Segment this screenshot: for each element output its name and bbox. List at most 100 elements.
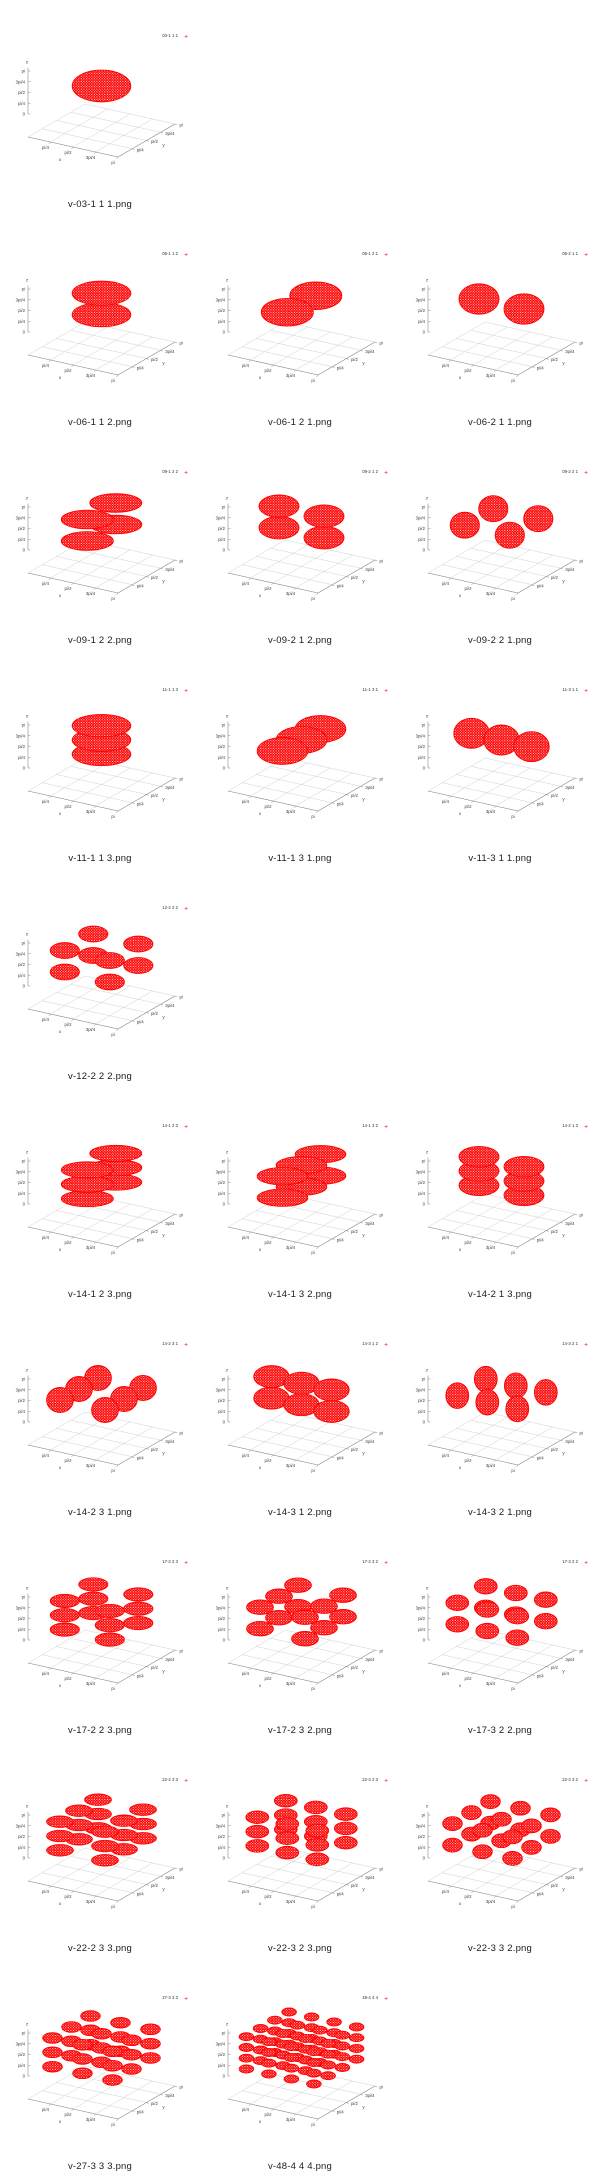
z-tick-label: 0 (23, 984, 26, 989)
z-axis-label: z (426, 496, 429, 501)
ellipsoid-cluster (442, 1816, 463, 1831)
legend-label: 14-1 2 3 (162, 1123, 178, 1128)
ellipsoid-cluster (65, 1804, 93, 1817)
axis-name-labels: x y z (426, 1586, 566, 1688)
x-axis-label: x (59, 1247, 62, 1252)
y-tick-label: pi/2 (351, 1883, 359, 1888)
data-points (71, 69, 132, 103)
legend-label: 06-2 1 1 (562, 251, 578, 256)
x-tick-label: pi (311, 1904, 314, 1909)
ellipsoid-cluster (123, 957, 154, 974)
x-tick-label: 3pi/4 (286, 1681, 296, 1686)
ellipsoid-cluster (283, 2042, 300, 2052)
ellipsoid-cluster (306, 2068, 322, 2078)
ellipsoid-cluster (505, 1629, 530, 1646)
z-tick-label: pi (222, 287, 225, 292)
ellipsoid-cluster (94, 1632, 125, 1647)
x-tick-label: pi/2 (465, 804, 473, 809)
ellipsoid-cluster (480, 1794, 501, 1809)
y-tick-label: pi/2 (151, 1011, 159, 1016)
ellipsoid-cluster (478, 495, 509, 523)
legend-label: 03-1 1 1 (162, 33, 178, 38)
y-tick-label: 3pi/4 (565, 567, 575, 572)
floor-grid (427, 1193, 576, 1248)
y-axis-label: y (162, 1233, 165, 1238)
tick-labels: 0 pi/4 pi/2 3pi/4 pi pi/4 pi/2 3pi/4 pi pi/4 pi/2 3… (416, 505, 583, 601)
ellipsoid-cluster (91, 1854, 119, 1867)
ellipsoid-cluster (60, 509, 114, 530)
y-tick-label: pi/4 (137, 365, 145, 370)
legend-plus-marker: + (584, 1342, 588, 1349)
plot-thumbnail-image: 0 pi/4 pi/2 3pi/4 pi pi/4 pi/2 3pi/4 pi pi/4 pi/2 3… (16, 687, 189, 819)
filename-caption: v-22-3 2 3.png (267, 1943, 333, 1954)
ellipsoid-cluster (291, 1609, 319, 1625)
z-tick-label: 0 (23, 1420, 26, 1425)
z-axis-label: z (26, 714, 29, 719)
x-tick-label: 3pi/4 (286, 1899, 296, 1904)
filename-caption: v-14-3 2 1.png (467, 1507, 533, 1518)
x-axis-label: x (459, 811, 462, 816)
z-tick-label: pi/4 (18, 319, 26, 324)
legend-plus-marker: + (384, 1778, 388, 1785)
ellipsoid-cluster (533, 1379, 558, 1406)
data-points (445, 1365, 558, 1423)
x-tick-label: pi (311, 596, 314, 601)
ellipsoid-cluster (123, 935, 154, 953)
ellipsoid-cluster (275, 2029, 291, 2038)
y-axis-label: y (162, 361, 165, 366)
x-tick-label: 3pi/4 (486, 1463, 496, 1468)
ellipsoid-cluster (334, 2063, 351, 2072)
axis-name-labels: x y z (26, 2022, 166, 2124)
z-tick-label: 3pi/4 (16, 79, 26, 84)
x-tick-label: 3pi/4 (86, 1899, 96, 1904)
plot-thumbnail-image: 0 pi/4 pi/2 3pi/4 pi pi/4 pi/2 3pi/4 pi pi/4 pi/2 3… (216, 1777, 389, 1909)
z-tick-label: 0 (223, 1856, 226, 1861)
x-tick-label: pi (511, 1904, 514, 1909)
x-tick-label: pi/4 (242, 1235, 250, 1240)
axis-name-labels: x y z (26, 932, 166, 1034)
x-tick-label: pi (311, 378, 314, 383)
z-tick-label: pi/4 (18, 973, 26, 978)
x-tick-label: pi/4 (242, 1671, 250, 1676)
ellipsoid-cluster (61, 2021, 82, 2033)
filename-caption: v-12-2 2 2.png (67, 1071, 133, 1082)
z-tick-label: 0 (23, 2074, 26, 2079)
filename-caption: v-17-2 2 3.png (67, 1725, 133, 1736)
x-tick-label: pi/2 (265, 1458, 273, 1463)
data-points (442, 1794, 561, 1866)
x-tick-label: pi/4 (242, 1453, 250, 1458)
y-axis-label: y (562, 1233, 565, 1238)
legend-plus-marker: + (184, 34, 188, 41)
legend: 14-3 2 1 + (562, 1341, 588, 1349)
ellipsoid-cluster (502, 1851, 523, 1866)
data-points (60, 493, 143, 551)
ellipsoid-cluster (445, 1616, 470, 1633)
y-tick-label: pi (380, 2085, 383, 2090)
x-tick-label: pi (311, 814, 314, 819)
ellipsoid-cluster (91, 1825, 119, 1838)
gallery-item: 0 pi/4 pi/2 3pi/4 pi pi/4 pi/2 3pi/4 pi pi/4 pi/2 3… (0, 436, 200, 654)
axis-name-labels: x y z (226, 496, 366, 598)
legend-plus-marker: + (184, 1124, 188, 1131)
ellipsoid-cluster (333, 1821, 358, 1836)
z-tick-label: pi/2 (218, 308, 226, 313)
ellipsoid-cluster (442, 1837, 463, 1853)
ellipsoid-cluster (313, 1399, 350, 1423)
y-tick-label: pi/4 (337, 1455, 345, 1460)
y-tick-label: pi (380, 777, 383, 782)
plot-thumbnail-image: 0 pi/4 pi/2 3pi/4 pi pi/4 pi/2 3pi/4 pi pi/4 pi/2 3… (16, 33, 189, 165)
filename-caption: v-48-4 4 4.png (267, 2161, 333, 2172)
plot-thumbnail-image: 0 pi/4 pi/2 3pi/4 pi pi/4 pi/2 3pi/4 pi pi/4 pi/2 3… (216, 1995, 389, 2127)
z-tick-label: pi/4 (418, 1409, 426, 1414)
ellipsoid-cluster (306, 2079, 322, 2089)
z-tick-label: pi/4 (18, 537, 26, 542)
z-tick-label: pi (222, 2031, 225, 2036)
ellipsoid-cluster (284, 1577, 312, 1593)
legend-plus-marker: + (584, 1124, 588, 1131)
legend-label: 27-3 3 3 (162, 1995, 178, 2000)
ellipsoid-cluster (102, 2074, 123, 2086)
axis-name-labels: x y z (226, 2022, 366, 2124)
x-tick-label: pi/4 (242, 799, 250, 804)
data-points (71, 280, 132, 328)
ellipsoid-cluster (123, 1601, 154, 1616)
